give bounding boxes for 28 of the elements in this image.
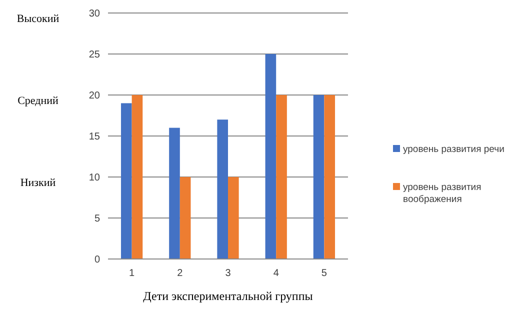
- y-tick-label: 5: [94, 214, 100, 224]
- bar: [276, 95, 287, 259]
- bar: [313, 95, 324, 259]
- y-tick-label: 15: [88, 132, 100, 142]
- y-tick-label: 10: [88, 172, 100, 184]
- bar: [217, 120, 228, 259]
- bar: [180, 177, 191, 259]
- bar: [169, 128, 180, 259]
- bar: [132, 95, 143, 259]
- bar: [324, 95, 336, 259]
- x-tick-label: 4: [273, 268, 280, 279]
- text: Низкий: [20, 177, 56, 189]
- legend-label: уровень развития воображения: [403, 182, 482, 205]
- y-tick-label: 30: [88, 8, 100, 20]
- legend-label: уровень развития речи: [403, 144, 504, 155]
- text: Высокий: [16, 13, 60, 25]
- bar: [265, 54, 276, 259]
- y-tick-label: 0: [94, 254, 100, 266]
- text: Средний: [18, 95, 59, 107]
- x-axis-title: Дети экспериментальной группы: [143, 289, 313, 303]
- x-tick-label: 5: [321, 268, 328, 279]
- bar: [228, 177, 239, 259]
- bar: [120, 103, 132, 259]
- y-tick-label: 20: [88, 90, 100, 102]
- x-tick-label: 3: [225, 268, 232, 279]
- x-tick-label: 2: [177, 268, 184, 279]
- x-tick-label: 1: [129, 268, 136, 279]
- y-tick-label: 25: [88, 50, 100, 60]
